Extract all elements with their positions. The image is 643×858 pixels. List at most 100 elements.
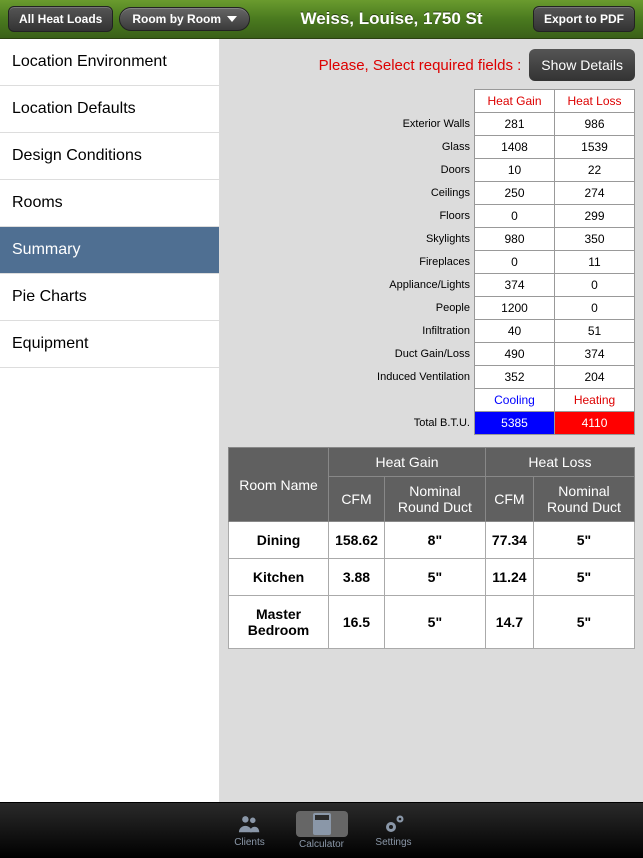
- bottom-tab-bar: Clients Calculator Settings: [0, 802, 643, 858]
- loss-value: 22: [555, 159, 635, 182]
- room-name-cell: Dining: [229, 522, 329, 559]
- gear-icon: [382, 813, 406, 835]
- tab-clients[interactable]: Clients: [214, 809, 286, 852]
- gain-value: 374: [475, 274, 555, 297]
- col-duct: Nominal Round Duct: [533, 477, 634, 522]
- col-group-loss: Heat Loss: [485, 448, 634, 477]
- calculator-icon: [310, 813, 334, 835]
- heat-row: Infiltration4051: [320, 320, 635, 343]
- total-loss: 4110: [555, 412, 635, 435]
- gain-duct-cell: 5": [384, 596, 485, 649]
- heat-row: Exterior Walls281986: [320, 113, 635, 136]
- heat-row: Appliance/Lights3740: [320, 274, 635, 297]
- room-row: Master Bedroom16.55"14.75": [229, 596, 635, 649]
- show-details-button[interactable]: Show Details: [529, 49, 635, 81]
- gain-value: 40: [475, 320, 555, 343]
- row-label: Fireplaces: [320, 251, 475, 274]
- loss-duct-cell: 5": [533, 522, 634, 559]
- loss-value: 274: [555, 182, 635, 205]
- sidebar-item-summary[interactable]: Summary: [0, 227, 219, 274]
- total-label: Total B.T.U.: [320, 412, 475, 435]
- heat-row: Floors0299: [320, 205, 635, 228]
- heat-row: Glass14081539: [320, 136, 635, 159]
- tab-settings[interactable]: Settings: [358, 809, 430, 852]
- row-label: Ceilings: [320, 182, 475, 205]
- col-cfm: CFM: [329, 477, 385, 522]
- loss-duct-cell: 5": [533, 559, 634, 596]
- row-label: Floors: [320, 205, 475, 228]
- tab-label: Settings: [375, 837, 411, 848]
- sidebar-item-location-environment[interactable]: Location Environment: [0, 39, 219, 86]
- header-heat-gain: Heat Gain: [475, 90, 555, 113]
- gain-value: 1408: [475, 136, 555, 159]
- heat-row: Fireplaces011: [320, 251, 635, 274]
- col-room-name: Room Name: [229, 448, 329, 522]
- back-button[interactable]: All Heat Loads: [8, 6, 113, 32]
- gain-value: 1200: [475, 297, 555, 320]
- gain-cfm-cell: 158.62: [329, 522, 385, 559]
- col-cfm: CFM: [485, 477, 533, 522]
- col-group-gain: Heat Gain: [329, 448, 486, 477]
- loss-value: 986: [555, 113, 635, 136]
- gain-value: 352: [475, 366, 555, 389]
- heat-row: Induced Ventilation352204: [320, 366, 635, 389]
- loss-value: 350: [555, 228, 635, 251]
- row-label: Exterior Walls: [320, 113, 475, 136]
- heat-load-table: Heat GainHeat LossExterior Walls281986Gl…: [320, 89, 636, 435]
- heating-label: Heating: [555, 389, 635, 412]
- room-summary-table: Room NameHeat GainHeat LossCFMNominal Ro…: [228, 447, 635, 649]
- export-pdf-button[interactable]: Export to PDF: [533, 6, 635, 32]
- header-heat-loss: Heat Loss: [555, 90, 635, 113]
- view-mode-dropdown[interactable]: Room by Room: [119, 7, 250, 31]
- alert-text: Please, Select required fields :: [319, 57, 522, 74]
- people-icon: [238, 813, 262, 835]
- gain-value: 0: [475, 251, 555, 274]
- gain-value: 250: [475, 182, 555, 205]
- sidebar-item-pie-charts[interactable]: Pie Charts: [0, 274, 219, 321]
- total-gain: 5385: [475, 412, 555, 435]
- page-title: Weiss, Louise, 1750 St: [256, 9, 527, 29]
- loss-cfm-cell: 77.34: [485, 522, 533, 559]
- tab-label: Clients: [234, 837, 265, 848]
- room-name-cell: Kitchen: [229, 559, 329, 596]
- alert-row: Please, Select required fields : Show De…: [228, 49, 635, 81]
- heat-row: Duct Gain/Loss490374: [320, 343, 635, 366]
- row-label: Induced Ventilation: [320, 366, 475, 389]
- room-row: Dining158.628"77.345": [229, 522, 635, 559]
- heat-row: Doors1022: [320, 159, 635, 182]
- row-label: Infiltration: [320, 320, 475, 343]
- gain-cfm-cell: 16.5: [329, 596, 385, 649]
- dropdown-label: Room by Room: [132, 12, 221, 26]
- loss-value: 11: [555, 251, 635, 274]
- loss-value: 1539: [555, 136, 635, 159]
- sidebar-item-location-defaults[interactable]: Location Defaults: [0, 86, 219, 133]
- sidebar-item-design-conditions[interactable]: Design Conditions: [0, 133, 219, 180]
- heat-row: Ceilings250274: [320, 182, 635, 205]
- tab-calculator[interactable]: Calculator: [286, 807, 358, 854]
- sidebar-item-equipment[interactable]: Equipment: [0, 321, 219, 368]
- heat-row: Skylights980350: [320, 228, 635, 251]
- content-area: Please, Select required fields : Show De…: [220, 39, 643, 802]
- gain-duct-cell: 8": [384, 522, 485, 559]
- room-row: Kitchen3.885"11.245": [229, 559, 635, 596]
- cooling-label: Cooling: [475, 389, 555, 412]
- row-label: Appliance/Lights: [320, 274, 475, 297]
- row-label: Doors: [320, 159, 475, 182]
- loss-cfm-cell: 14.7: [485, 596, 533, 649]
- loss-value: 51: [555, 320, 635, 343]
- loss-value: 374: [555, 343, 635, 366]
- col-duct: Nominal Round Duct: [384, 477, 485, 522]
- gain-value: 980: [475, 228, 555, 251]
- gain-value: 281: [475, 113, 555, 136]
- loss-value: 0: [555, 274, 635, 297]
- gain-value: 0: [475, 205, 555, 228]
- row-label: Skylights: [320, 228, 475, 251]
- chevron-down-icon: [227, 16, 237, 22]
- gain-duct-cell: 5": [384, 559, 485, 596]
- loss-value: 0: [555, 297, 635, 320]
- tab-label: Calculator: [299, 839, 344, 850]
- row-label: Duct Gain/Loss: [320, 343, 475, 366]
- loss-value: 204: [555, 366, 635, 389]
- sidebar-item-rooms[interactable]: Rooms: [0, 180, 219, 227]
- row-label: People: [320, 297, 475, 320]
